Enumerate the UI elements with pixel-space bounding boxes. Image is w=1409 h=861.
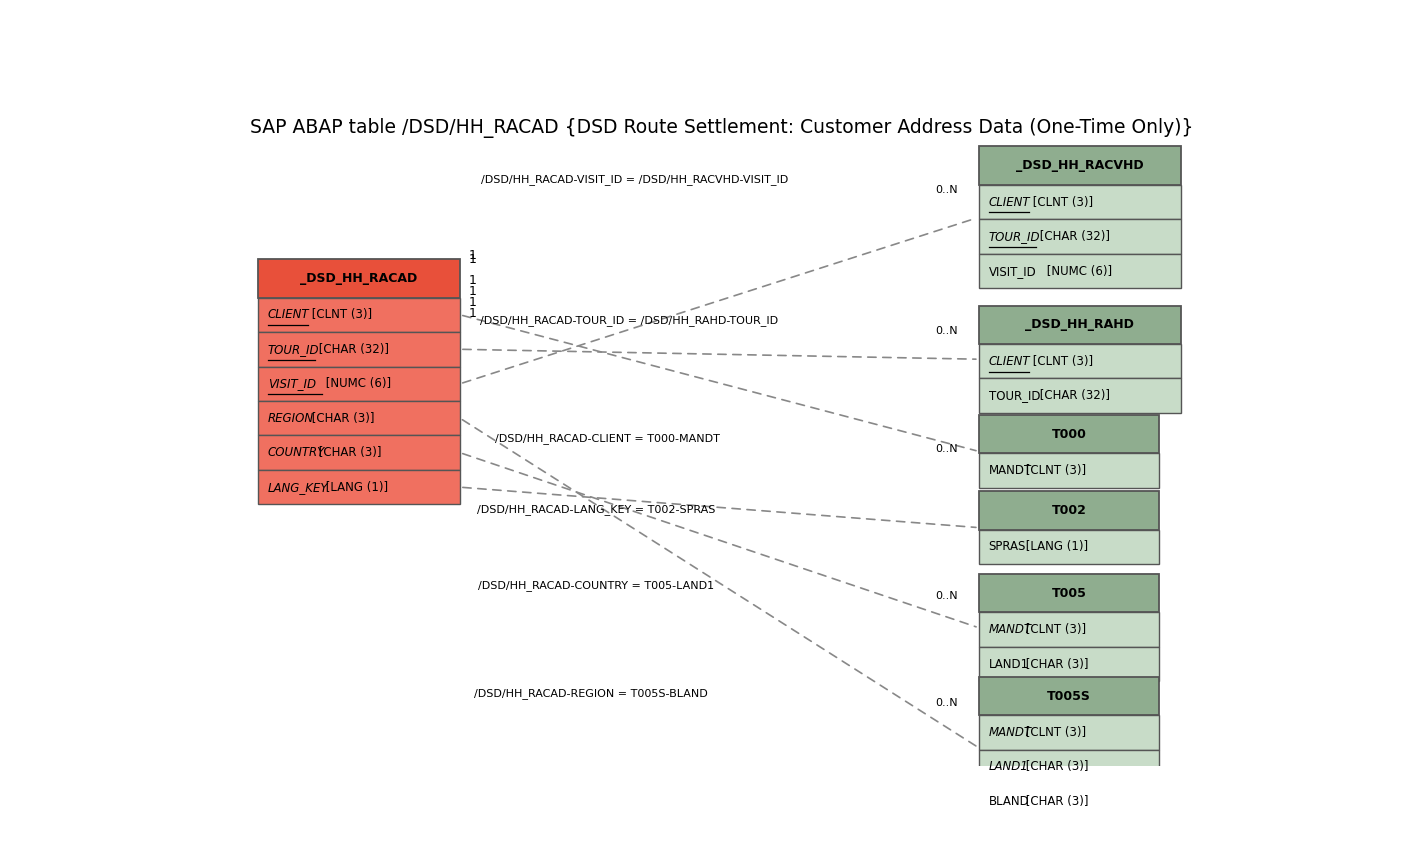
Text: 0..N: 0..N [936, 325, 958, 336]
FancyBboxPatch shape [979, 612, 1160, 647]
Text: T002: T002 [1051, 504, 1086, 517]
Text: [CLNT (3)]: [CLNT (3)] [1023, 464, 1086, 477]
FancyBboxPatch shape [979, 750, 1160, 784]
Text: CLIENT: CLIENT [989, 195, 1030, 208]
FancyBboxPatch shape [979, 344, 1181, 379]
Text: [CLNT (3)]: [CLNT (3)] [309, 308, 372, 321]
FancyBboxPatch shape [258, 470, 461, 505]
Text: _DSD_HH_RAHD: _DSD_HH_RAHD [1026, 319, 1134, 331]
FancyBboxPatch shape [979, 647, 1160, 681]
Text: MANDT: MANDT [989, 464, 1031, 477]
Text: REGION: REGION [268, 412, 314, 424]
FancyBboxPatch shape [979, 146, 1181, 185]
Text: SAP ABAP table /DSD/HH_RACAD {DSD Route Settlement: Customer Address Data (One-T: SAP ABAP table /DSD/HH_RACAD {DSD Route … [251, 118, 1193, 138]
Text: 1: 1 [469, 274, 476, 287]
FancyBboxPatch shape [979, 677, 1160, 715]
Text: /DSD/HH_RACAD-TOUR_ID = /DSD/HH_RAHD-TOUR_ID: /DSD/HH_RACAD-TOUR_ID = /DSD/HH_RAHD-TOU… [480, 315, 778, 326]
Text: [CLNT (3)]: [CLNT (3)] [1023, 623, 1086, 636]
Text: LAND1: LAND1 [989, 658, 1029, 671]
Text: VISIT_ID: VISIT_ID [268, 377, 316, 390]
Text: SPRAS: SPRAS [989, 541, 1026, 554]
Text: TOUR_ID: TOUR_ID [268, 343, 320, 356]
Text: [CHAR (3)]: [CHAR (3)] [1023, 760, 1089, 773]
Text: [CHAR (32)]: [CHAR (32)] [316, 343, 389, 356]
Text: [LANG (1)]: [LANG (1)] [1023, 541, 1089, 554]
FancyBboxPatch shape [258, 298, 461, 332]
FancyBboxPatch shape [979, 715, 1160, 750]
FancyBboxPatch shape [979, 491, 1160, 530]
Text: /DSD/HH_RACAD-COUNTRY = T005-LAND1: /DSD/HH_RACAD-COUNTRY = T005-LAND1 [479, 580, 714, 592]
Text: [CHAR (3)]: [CHAR (3)] [1023, 658, 1089, 671]
Text: T005: T005 [1051, 586, 1086, 600]
FancyBboxPatch shape [258, 401, 461, 436]
FancyBboxPatch shape [979, 254, 1181, 288]
FancyBboxPatch shape [979, 379, 1181, 413]
FancyBboxPatch shape [979, 306, 1181, 344]
Text: /DSD/HH_RACAD-VISIT_ID = /DSD/HH_RACVHD-VISIT_ID: /DSD/HH_RACAD-VISIT_ID = /DSD/HH_RACVHD-… [480, 174, 789, 185]
FancyBboxPatch shape [979, 454, 1160, 488]
Text: COUNTRY: COUNTRY [268, 446, 325, 459]
Text: /DSD/HH_RACAD-LANG_KEY = T002-SPRAS: /DSD/HH_RACAD-LANG_KEY = T002-SPRAS [478, 504, 716, 515]
FancyBboxPatch shape [979, 415, 1160, 454]
Text: 1: 1 [469, 307, 476, 320]
Text: T000: T000 [1051, 428, 1086, 441]
Text: [CLNT (3)]: [CLNT (3)] [1029, 195, 1093, 208]
FancyBboxPatch shape [979, 784, 1160, 819]
Text: [LANG (1)]: [LANG (1)] [323, 480, 387, 493]
Text: [CLNT (3)]: [CLNT (3)] [1029, 355, 1093, 368]
Text: TOUR_ID: TOUR_ID [989, 230, 1040, 243]
Text: CLIENT: CLIENT [989, 355, 1030, 368]
FancyBboxPatch shape [258, 259, 461, 298]
FancyBboxPatch shape [258, 436, 461, 470]
Text: [CHAR (32)]: [CHAR (32)] [1036, 230, 1110, 243]
FancyBboxPatch shape [979, 530, 1160, 564]
Text: [CLNT (3)]: [CLNT (3)] [1023, 726, 1086, 739]
FancyBboxPatch shape [979, 574, 1160, 612]
Text: _DSD_HH_RACAD: _DSD_HH_RACAD [300, 272, 417, 285]
Text: BLAND: BLAND [989, 795, 1030, 808]
Text: [CHAR (3)]: [CHAR (3)] [1023, 795, 1089, 808]
Text: [NUMC (6)]: [NUMC (6)] [323, 377, 392, 390]
Text: 1: 1 [469, 296, 476, 309]
Text: VISIT_ID: VISIT_ID [989, 264, 1036, 277]
FancyBboxPatch shape [258, 332, 461, 367]
Text: LANG_KEY: LANG_KEY [268, 480, 328, 493]
Text: MANDT: MANDT [989, 623, 1031, 636]
Text: 0..N: 0..N [936, 698, 958, 709]
Text: 1: 1 [469, 253, 476, 266]
Text: 0..N: 0..N [936, 444, 958, 455]
Text: [CHAR (3)]: [CHAR (3)] [316, 446, 382, 459]
FancyBboxPatch shape [258, 367, 461, 401]
Text: 1: 1 [469, 285, 476, 298]
Text: [CHAR (3)]: [CHAR (3)] [309, 412, 375, 424]
Text: [CHAR (32)]: [CHAR (32)] [1036, 389, 1110, 402]
FancyBboxPatch shape [979, 185, 1181, 220]
Text: 1: 1 [469, 250, 476, 263]
Text: _DSD_HH_RACVHD: _DSD_HH_RACVHD [1016, 159, 1144, 172]
Text: CLIENT: CLIENT [268, 308, 310, 321]
Text: 0..N: 0..N [936, 184, 958, 195]
Text: /DSD/HH_RACAD-CLIENT = T000-MANDT: /DSD/HH_RACAD-CLIENT = T000-MANDT [495, 433, 720, 444]
Text: 0..N: 0..N [936, 591, 958, 601]
FancyBboxPatch shape [979, 220, 1181, 254]
Text: [NUMC (6)]: [NUMC (6)] [1043, 264, 1112, 277]
Text: TOUR_ID: TOUR_ID [989, 389, 1040, 402]
Text: LAND1: LAND1 [989, 760, 1029, 773]
Text: /DSD/HH_RACAD-REGION = T005S-BLAND: /DSD/HH_RACAD-REGION = T005S-BLAND [475, 688, 707, 699]
Text: T005S: T005S [1047, 690, 1091, 703]
Text: MANDT: MANDT [989, 726, 1031, 739]
